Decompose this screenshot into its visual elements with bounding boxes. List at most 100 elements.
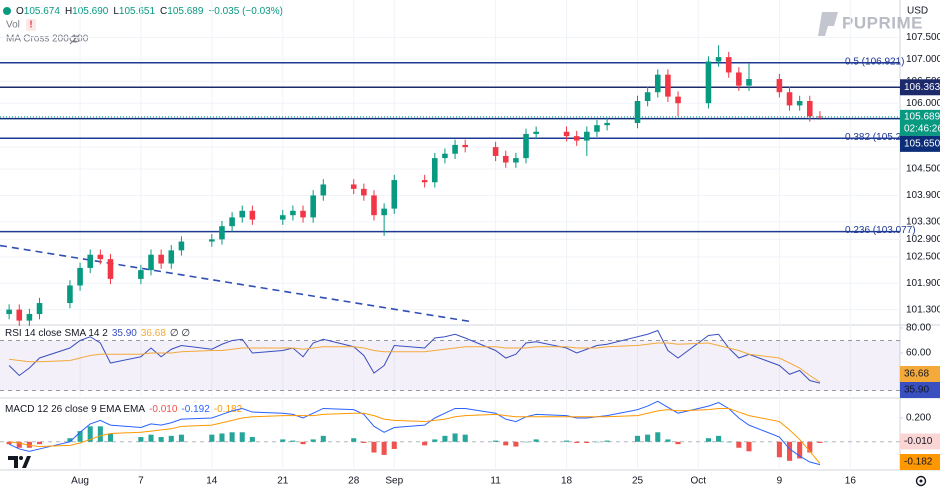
brand-name: PUPRIME [842,13,923,32]
x-tick-label: 21 [277,476,289,487]
y-tick-label: 107.500 [906,32,940,43]
last-value-label-box [900,382,940,398]
volume-label: Vol [6,20,20,31]
candle-body [77,267,83,286]
histogram-bar [77,431,83,442]
ohlc-value: 105.690 [72,6,109,17]
histogram-bar [513,441,519,447]
histogram-bar [736,441,742,448]
legend-value: 35.90 [112,328,137,339]
y-tick-label: 103.900 [906,190,940,201]
histogram-bar [655,432,661,442]
candle-body [715,57,722,62]
x-tick-label: 7 [138,476,144,487]
histogram-bar [239,432,245,442]
histogram-bar [645,434,651,442]
candle-body [36,303,43,315]
histogram-bar [807,441,813,453]
candle-body [421,180,428,183]
histogram-bar [533,439,539,442]
candle-body [665,74,671,97]
bar-countdown: 02:46:26 [904,124,940,135]
histogram-bar [209,434,215,442]
histogram-bar [300,441,306,445]
ohlc-value: 105.689 [167,6,204,17]
candle-body [16,309,23,321]
last-value-label-box [900,433,940,450]
histogram-bar [675,441,681,445]
candle-body [279,215,286,220]
histogram-bar [493,440,499,442]
y-tick-label: 101.900 [906,278,940,289]
legend-value: 36.68 [141,328,166,339]
ohlc-value: 105.674 [24,6,61,17]
candle-body [523,133,529,159]
histogram-bar [361,441,367,443]
y-tick-label: 102.900 [906,234,940,245]
candle-body [229,217,235,227]
histogram-bar [320,435,326,442]
candle-body [97,254,104,260]
candle-body [178,241,185,251]
histogram-bar [371,441,377,453]
indicator-line [9,407,821,464]
last-price-label: 105.689 [904,112,940,123]
candle-body [350,184,357,189]
histogram-bar [564,440,570,442]
candle-body [67,285,73,304]
alert-badge[interactable] [26,19,36,31]
x-tick-label: 14 [206,476,218,487]
candle-body [725,57,732,73]
last-value-label-box [900,366,940,382]
candle-body [371,195,377,216]
x-tick-label: Sep [385,476,403,487]
histogram-bar [351,438,357,442]
histogram-bar [634,435,641,442]
histogram-bar [665,439,671,442]
alert-icon: ! [29,20,32,31]
candle-body [807,101,813,117]
candle-body [391,180,398,209]
histogram-bar [786,441,793,461]
ohlc-value: 105.651 [119,6,156,17]
histogram-bar [523,441,529,443]
x-tick-label: 11 [490,476,501,487]
candle-body [300,210,306,218]
histogram-bar [705,438,711,442]
histogram-bar [310,439,316,442]
histogram-bar [6,441,12,445]
y-tick-label: 107.000 [906,54,940,65]
indicator-line [9,342,821,383]
histogram-bar [452,433,458,442]
histogram-bar [219,433,225,442]
settings-icon[interactable] [915,475,927,487]
candle-body [219,226,225,240]
ohlc-key: H [65,6,72,17]
y-tick-label: 80.00 [906,323,931,334]
legend-title: RSI 14 close SMA 14 2 [5,328,108,339]
candle-body [361,188,367,196]
x-tick-label: 18 [561,476,573,487]
histogram-bar [604,440,610,442]
candle-body [533,131,539,134]
histogram-bar [249,437,255,442]
x-tick-label: 9 [777,476,783,487]
candle-body [776,79,783,93]
candle-body [107,259,114,279]
candle-body [705,61,712,104]
histogram-bar [574,441,580,443]
candle-body [594,125,600,132]
candle-body [148,254,154,271]
rsi-band [0,340,900,391]
histogram-bar [168,435,174,442]
legend-value: -0.010 [149,404,178,415]
ohlc-key: C [160,6,167,17]
histogram-bar [462,434,468,442]
histogram-bar [178,434,184,442]
tradingview-logo[interactable] [8,456,31,468]
candle-body [513,158,519,163]
histogram-bar [138,437,144,442]
candle-body [87,254,93,268]
candle-body [158,254,164,264]
